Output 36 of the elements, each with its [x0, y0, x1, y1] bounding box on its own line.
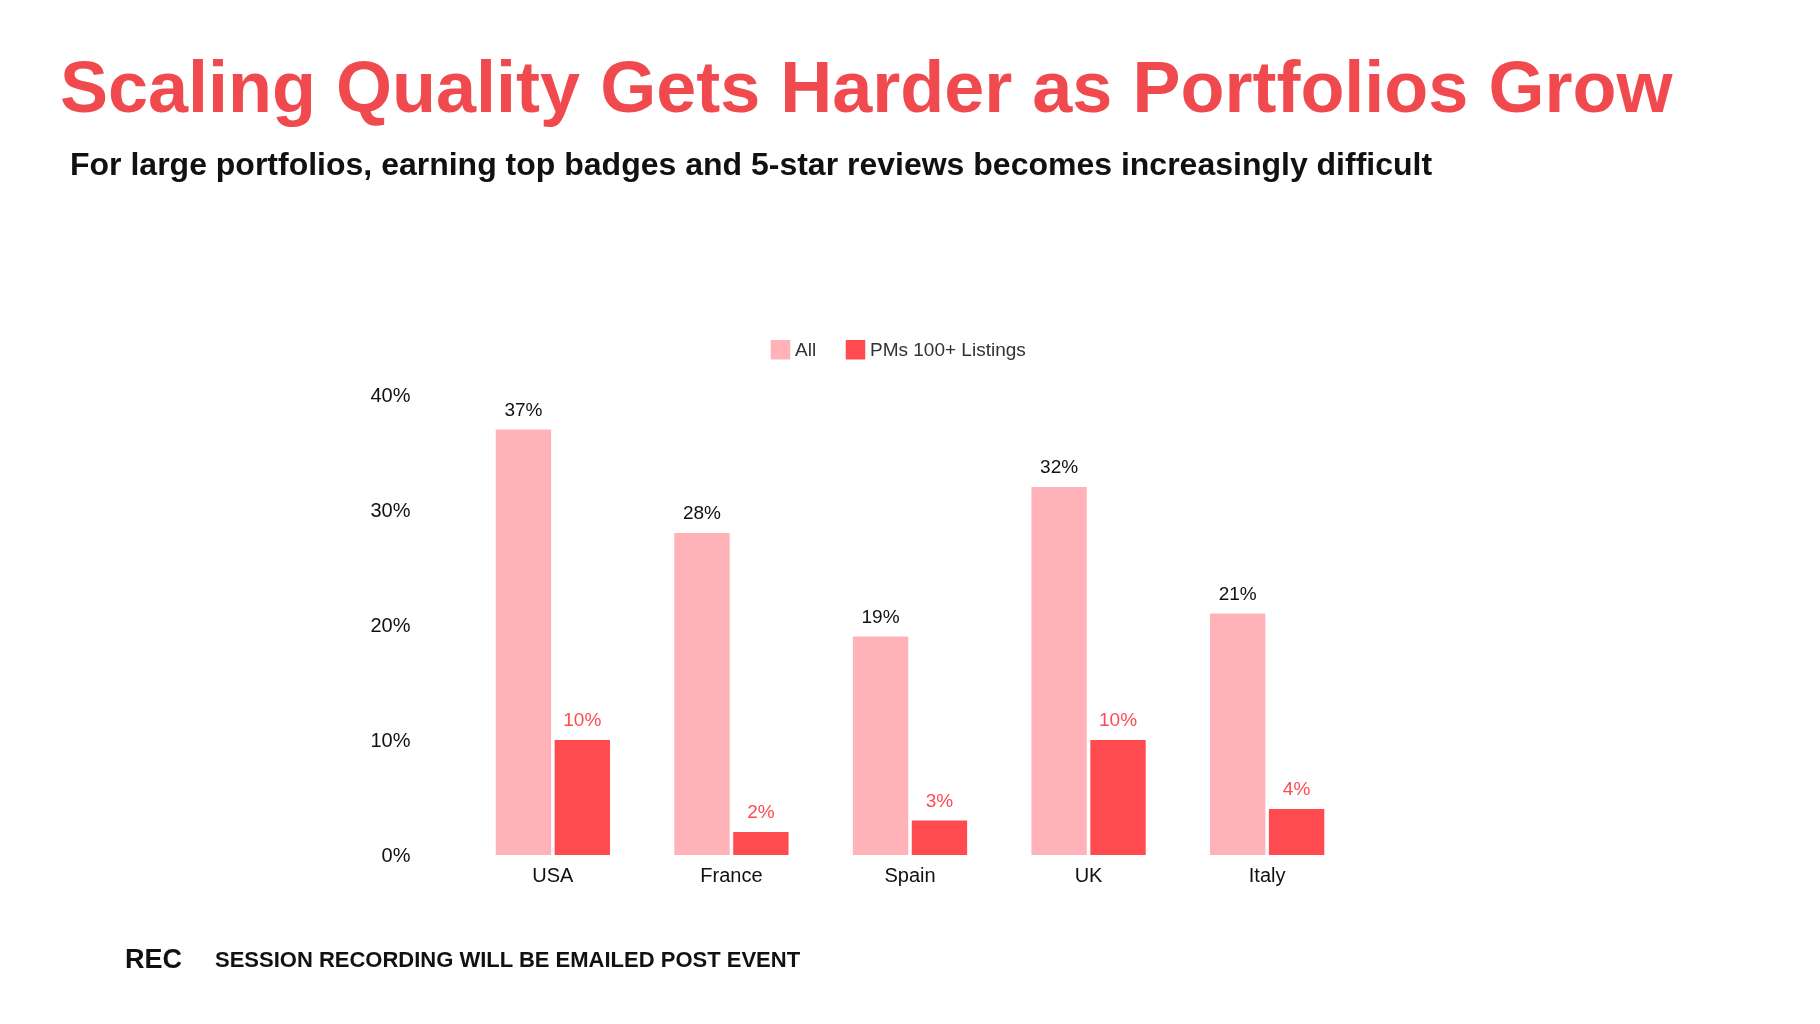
bar	[852, 636, 909, 855]
y-tick-label: 40%	[370, 383, 411, 406]
data-label: 37%	[504, 398, 543, 420]
data-label: 19%	[861, 605, 900, 627]
data-label: 10%	[563, 709, 602, 730]
data-label: 21%	[1218, 582, 1257, 604]
text: SESSION RECORDING WILL BE EMAILED POST EVENT	[215, 947, 801, 972]
data-label: 2%	[747, 801, 775, 822]
bar	[1090, 740, 1146, 855]
bar	[1210, 613, 1266, 855]
bar	[1031, 487, 1087, 855]
y-tick-label: 0%	[381, 843, 411, 866]
x-tick-label: UK	[1074, 863, 1104, 886]
bar	[554, 740, 610, 855]
data-label: 4%	[1282, 778, 1311, 799]
x-tick-label: France	[700, 863, 763, 886]
y-tick-label: 20%	[370, 613, 411, 636]
data-label: 3%	[925, 789, 954, 811]
bar	[1268, 809, 1325, 855]
y-tick-label: 30%	[370, 498, 411, 521]
text: REC	[125, 944, 183, 974]
x-tick-label: Spain	[884, 863, 936, 886]
y-tick-label: 10%	[370, 728, 411, 751]
bar	[495, 429, 552, 855]
bar	[674, 533, 730, 855]
chart-title: Scaling Quality Gets Harder as Portfolios Grow	[60, 47, 1674, 127]
chart-subtitle: For large portfolios, earning top badges and 5-star reviews becomes increasingly difficult	[70, 146, 1433, 182]
data-label: 10%	[1099, 709, 1138, 730]
x-tick-label: USA	[532, 863, 575, 886]
bar	[911, 820, 968, 855]
x-tick-label: Italy	[1248, 863, 1286, 886]
data-label: 32%	[1040, 456, 1079, 477]
bar	[733, 832, 789, 855]
data-label: 28%	[682, 502, 722, 523]
legend-label: All	[795, 338, 817, 360]
legend-label: PMs 100+ Listings	[870, 338, 1026, 360]
